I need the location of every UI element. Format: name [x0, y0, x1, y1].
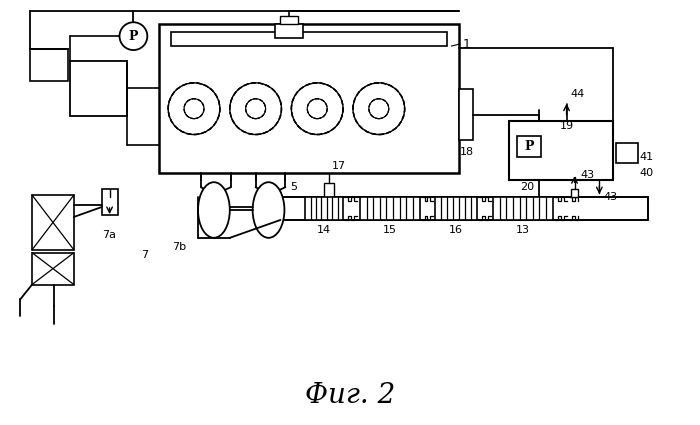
Text: 43: 43	[580, 170, 594, 180]
Text: 18: 18	[460, 147, 475, 157]
Circle shape	[307, 99, 327, 119]
Bar	[305, 197, 343, 220]
Circle shape	[246, 99, 265, 119]
Text: 5: 5	[290, 182, 297, 192]
Bar	[360, 197, 419, 220]
Circle shape	[120, 22, 147, 50]
Text: 19: 19	[559, 121, 573, 130]
Text: P: P	[524, 140, 533, 153]
Text: 1: 1	[462, 37, 470, 51]
Ellipse shape	[198, 182, 230, 238]
Circle shape	[369, 99, 389, 119]
Bar	[276, 24, 303, 38]
Text: Фиг. 2: Фиг. 2	[305, 382, 395, 409]
Text: 7: 7	[141, 250, 148, 260]
Circle shape	[291, 83, 343, 135]
Bar	[616, 144, 638, 163]
Bar	[281, 16, 298, 24]
Bar	[435, 197, 477, 220]
Text: 7a: 7a	[103, 230, 117, 240]
Circle shape	[353, 83, 405, 135]
Bar	[172, 32, 447, 46]
Bar	[324, 183, 334, 197]
Text: 40: 40	[639, 168, 653, 178]
Ellipse shape	[253, 182, 284, 238]
Bar	[517, 136, 540, 157]
Text: 41: 41	[639, 153, 653, 162]
Bar	[102, 189, 118, 215]
Text: P: P	[129, 30, 138, 42]
Text: 20: 20	[520, 182, 534, 192]
Text: 14: 14	[317, 225, 331, 235]
Bar	[32, 253, 74, 284]
Text: 13: 13	[516, 225, 530, 235]
Bar	[459, 89, 473, 141]
Bar	[570, 189, 578, 197]
Circle shape	[184, 99, 204, 119]
Text: 15: 15	[383, 225, 397, 235]
Text: 44: 44	[570, 89, 584, 99]
Bar	[30, 49, 68, 81]
Bar	[160, 24, 459, 173]
Text: 43: 43	[603, 192, 617, 202]
Text: 7b: 7b	[172, 242, 186, 252]
Bar	[493, 197, 553, 220]
Circle shape	[168, 83, 220, 135]
Circle shape	[230, 83, 281, 135]
Bar	[509, 121, 613, 180]
Bar	[70, 61, 127, 116]
Text: 16: 16	[449, 225, 463, 235]
Text: 17: 17	[332, 161, 346, 171]
Bar	[32, 195, 74, 250]
